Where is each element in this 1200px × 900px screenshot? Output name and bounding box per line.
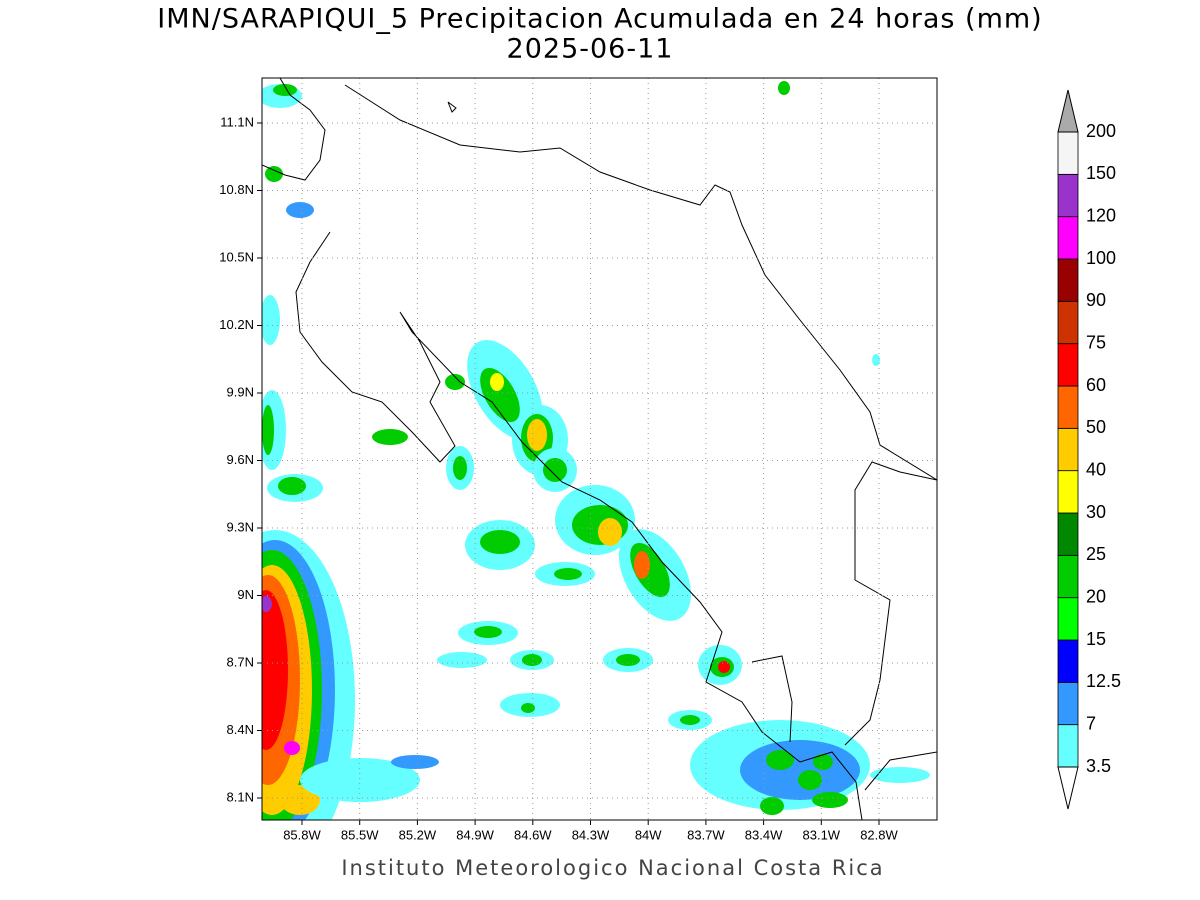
lon-label: 84.9W — [456, 827, 494, 842]
colorbar-bin — [1057, 724, 1079, 768]
lon-label: 83.7W — [687, 827, 725, 842]
map — [262, 78, 937, 820]
lat-label: 10.8N — [219, 182, 254, 197]
colorbar-label: 15 — [1086, 629, 1106, 649]
lat-label: 9.9N — [227, 384, 254, 399]
date: 2025-06-11 — [507, 34, 674, 65]
colorbar-bin — [1057, 343, 1079, 387]
colorbar-bin — [1057, 681, 1079, 726]
colorbar-bin — [1057, 173, 1079, 218]
colorbar-label: 50 — [1086, 417, 1106, 437]
lon-label: 82.8W — [860, 827, 898, 842]
colorbar-bin — [1057, 470, 1079, 514]
colorbar-bin — [1057, 385, 1079, 429]
lat-label: 8.7N — [227, 654, 254, 669]
lat-label: 8.4N — [227, 722, 254, 737]
colorbar-label: 25 — [1086, 544, 1106, 564]
colorbar-bin — [1057, 554, 1079, 599]
colorbar-label: 7 — [1086, 713, 1096, 733]
colorbar-label: 20 — [1086, 586, 1106, 606]
lat-label: 11.1N — [220, 114, 254, 129]
lon-label: 85.8W — [283, 827, 321, 842]
grid — [262, 78, 937, 820]
colorbar-under — [1057, 766, 1079, 810]
colorbar-bin — [1057, 131, 1079, 175]
colorbar-bin — [1057, 258, 1079, 302]
colorbar-label: 90 — [1086, 290, 1106, 310]
colorbar-label: 40 — [1086, 459, 1106, 479]
colorbar-label: 120 — [1086, 205, 1116, 225]
colorbar-bin — [1057, 300, 1079, 345]
lon-label: 84.6W — [514, 827, 552, 842]
colorbar-bin — [1057, 427, 1079, 472]
colorbar-label: 60 — [1086, 375, 1106, 395]
lon-label: 83.4W — [745, 827, 783, 842]
lon-label: 85.5W — [341, 827, 379, 842]
colorbar-bin — [1057, 639, 1079, 683]
coastlines — [262, 78, 937, 820]
colorbar-label: 75 — [1086, 332, 1106, 352]
colorbar-label: 3.5 — [1086, 756, 1111, 776]
colorbar-label: 100 — [1086, 248, 1116, 268]
colorbar: 3.5 7 12.5 15 20 25 30 40 50 60 75 90 100 120 150 200 — [1057, 89, 1121, 810]
colorbar-bin — [1057, 216, 1079, 260]
map-frame — [261, 77, 938, 821]
colorbar-label: 30 — [1086, 502, 1106, 522]
lat-label: 9.3N — [227, 519, 254, 534]
colorbar-label: 200 — [1086, 121, 1116, 141]
lon-label: 85.2W — [399, 827, 437, 842]
title: IMN/SARAPIQUI_5 Precipitacion Acumulada … — [157, 4, 1042, 35]
precipitation — [262, 81, 930, 820]
lon-label: 84W — [635, 827, 662, 842]
lat-label: 9N — [237, 587, 254, 602]
colorbar-label: 150 — [1086, 163, 1116, 183]
lat-label: 10.2N — [219, 317, 254, 332]
axes: 11.1N 10.8N 10.5N 10.2N 9.9N 9.6N 9.3N 9N 8.7N 8.… — [219, 114, 898, 842]
lat-label: 10.5N — [219, 249, 254, 264]
lon-label: 83.1W — [803, 827, 841, 842]
colorbar-bin — [1057, 512, 1079, 556]
lat-label: 9.6N — [227, 452, 254, 467]
colorbar-over — [1057, 89, 1079, 133]
lat-label: 8.1N — [227, 789, 254, 804]
lon-label: 84.3W — [572, 827, 610, 842]
footer: Instituto Meteorologico Nacional Costa R… — [341, 856, 884, 880]
colorbar-bin — [1057, 597, 1079, 641]
colorbar-label: 12.5 — [1086, 671, 1121, 691]
